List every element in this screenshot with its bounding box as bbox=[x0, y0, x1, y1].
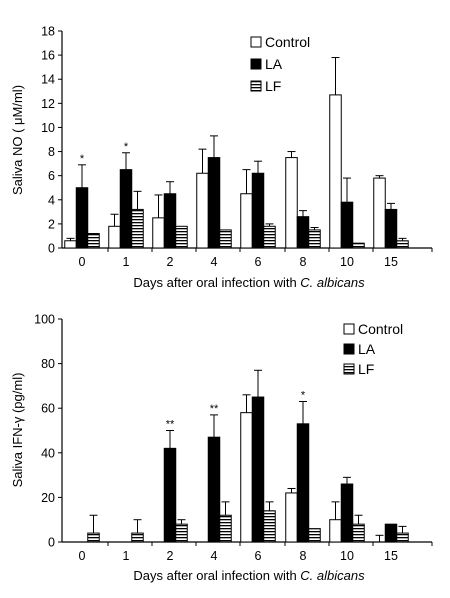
legend-swatch-control bbox=[343, 323, 355, 335]
bar-lf bbox=[396, 240, 409, 249]
y-tick-label: 8 bbox=[48, 145, 55, 159]
significance-marker: * bbox=[124, 141, 129, 153]
significance-marker: * bbox=[301, 390, 306, 402]
bar-la bbox=[384, 523, 398, 543]
bar-control bbox=[240, 193, 253, 249]
bar-lf bbox=[131, 532, 144, 543]
y-tick-label: 12 bbox=[41, 97, 55, 111]
x-tick-label: 10 bbox=[340, 255, 354, 269]
bar-control bbox=[240, 412, 253, 543]
legend-swatch-la bbox=[343, 343, 355, 355]
bar-la bbox=[163, 447, 177, 543]
bar-la bbox=[296, 423, 310, 543]
x-axis-label: Days after oral infection with C. albica… bbox=[133, 568, 365, 583]
x-tick-label: 2 bbox=[167, 549, 174, 563]
bar-control bbox=[329, 94, 342, 249]
y-tick-label: 60 bbox=[41, 402, 55, 416]
bar-la bbox=[251, 396, 265, 543]
bar-lf bbox=[219, 514, 232, 543]
legend-label-lf: LF bbox=[265, 78, 281, 94]
bar-control bbox=[285, 157, 298, 249]
bar-control bbox=[152, 217, 165, 249]
x-tick-label: 10 bbox=[340, 549, 354, 563]
bar-lf bbox=[131, 208, 144, 249]
bar-lf bbox=[352, 242, 365, 249]
bar-lf bbox=[308, 229, 321, 249]
bar-lf bbox=[308, 528, 321, 543]
legend-swatch-control bbox=[250, 36, 262, 48]
x-tick-label: 8 bbox=[300, 255, 307, 269]
bar-la bbox=[207, 436, 221, 543]
y-tick-label: 14 bbox=[41, 73, 55, 87]
legend-swatch-lf bbox=[343, 363, 355, 375]
legend-label-control: Control bbox=[265, 34, 310, 50]
bar-lf bbox=[175, 225, 188, 249]
bar-la bbox=[296, 216, 310, 249]
y-tick-label: 80 bbox=[41, 357, 55, 371]
bar-control bbox=[285, 492, 298, 543]
legend-swatch-lf bbox=[250, 80, 262, 92]
bar-control bbox=[329, 519, 342, 543]
y-tick-label: 0 bbox=[48, 536, 55, 550]
legend-swatch-la bbox=[250, 58, 262, 70]
x-tick-label: 6 bbox=[255, 549, 262, 563]
x-tick-label: 15 bbox=[384, 255, 398, 269]
legend-label-la: LA bbox=[265, 56, 283, 72]
significance-marker: ** bbox=[166, 419, 175, 431]
bar-control bbox=[64, 240, 77, 249]
significance-marker: * bbox=[80, 153, 85, 165]
significance-marker: ** bbox=[210, 403, 219, 415]
x-tick-label: 0 bbox=[79, 255, 86, 269]
y-tick-label: 18 bbox=[41, 25, 55, 39]
y-tick-label: 0 bbox=[48, 242, 55, 256]
bar-la bbox=[340, 483, 354, 543]
bar-control bbox=[196, 172, 209, 249]
bar-control bbox=[108, 225, 121, 249]
y-tick-label: 2 bbox=[48, 217, 55, 231]
y-tick-label: 100 bbox=[34, 313, 55, 327]
y-tick-label: 10 bbox=[41, 121, 55, 135]
x-tick-label: 0 bbox=[79, 549, 86, 563]
x-tick-label: 4 bbox=[211, 255, 218, 269]
x-tick-label: 2 bbox=[167, 255, 174, 269]
x-tick-label: 8 bbox=[300, 549, 307, 563]
bar-la bbox=[163, 193, 177, 249]
y-axis-label: Saliva NO ( μM/ml) bbox=[10, 85, 25, 195]
x-tick-label: 4 bbox=[211, 549, 218, 563]
y-tick-label: 6 bbox=[48, 169, 55, 183]
bar-lf bbox=[87, 532, 100, 543]
bar-control bbox=[373, 177, 386, 249]
bar-lf bbox=[352, 523, 365, 543]
bar-lf bbox=[396, 532, 409, 543]
bar-lf bbox=[263, 225, 276, 249]
bar-la bbox=[207, 157, 221, 249]
x-tick-label: 1 bbox=[123, 255, 130, 269]
bar-lf bbox=[87, 233, 100, 249]
bar-la bbox=[119, 169, 133, 249]
legend-label-control: Control bbox=[358, 321, 403, 337]
bar-la bbox=[251, 172, 265, 249]
y-tick-label: 4 bbox=[48, 193, 55, 207]
bar-lf bbox=[219, 229, 232, 249]
x-tick-label: 6 bbox=[255, 255, 262, 269]
legend-label-lf: LF bbox=[358, 361, 374, 377]
y-axis-label: Saliva IFN-γ (pg/ml) bbox=[10, 373, 25, 488]
x-tick-label: 15 bbox=[384, 549, 398, 563]
bar-lf bbox=[175, 523, 188, 543]
x-axis-label: Days after oral infection with C. albica… bbox=[133, 275, 365, 290]
legend-label-la: LA bbox=[358, 341, 376, 357]
bar-la bbox=[384, 208, 398, 249]
y-tick-label: 16 bbox=[41, 49, 55, 63]
x-tick-label: 1 bbox=[123, 549, 130, 563]
bar-lf bbox=[263, 510, 276, 543]
bar-la bbox=[75, 187, 89, 249]
y-tick-label: 40 bbox=[41, 446, 55, 460]
bar-la bbox=[340, 201, 354, 249]
y-tick-label: 20 bbox=[41, 491, 55, 505]
